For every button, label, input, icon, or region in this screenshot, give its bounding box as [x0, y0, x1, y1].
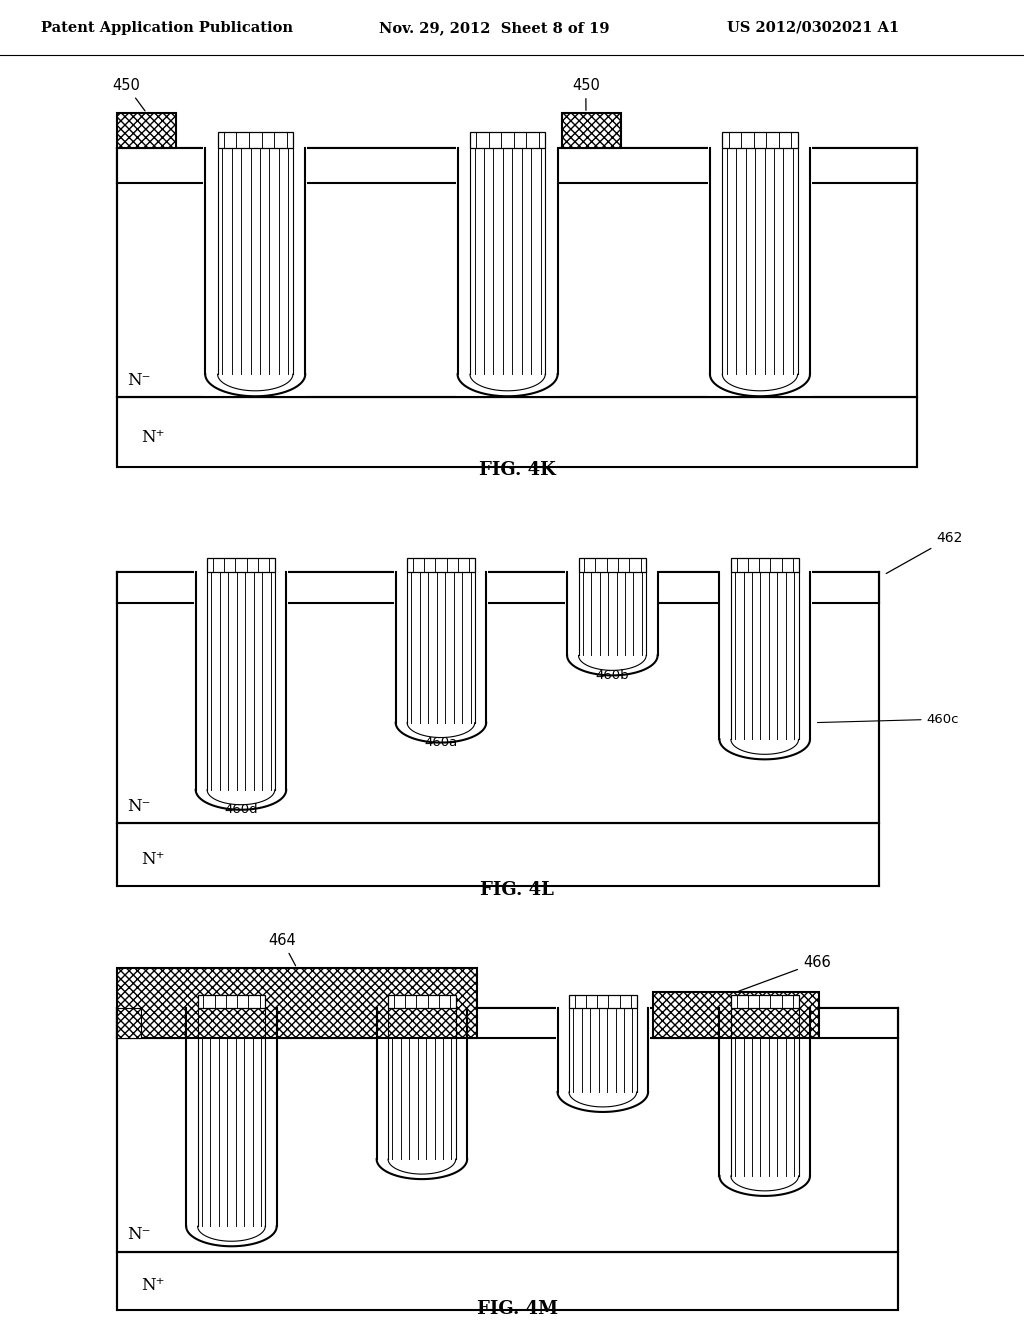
Text: N⁺: N⁺ — [141, 429, 165, 446]
Polygon shape — [186, 1226, 276, 1246]
Bar — [486, 572, 567, 603]
Bar — [731, 557, 799, 572]
Bar — [117, 572, 879, 824]
Bar — [456, 145, 559, 399]
Bar — [648, 1008, 720, 1039]
Bar — [388, 995, 456, 1008]
Text: N⁻: N⁻ — [127, 372, 151, 388]
Bar — [218, 132, 293, 148]
Text: 464: 464 — [268, 933, 296, 966]
Bar — [558, 148, 710, 183]
Polygon shape — [710, 375, 810, 396]
Bar — [286, 572, 395, 603]
Text: 460a: 460a — [424, 735, 458, 748]
Bar — [408, 557, 475, 572]
Text: N⁻: N⁻ — [127, 1226, 151, 1243]
Bar — [810, 572, 879, 603]
Bar — [194, 569, 288, 812]
Text: N⁻: N⁻ — [127, 797, 151, 814]
Text: 460d: 460d — [224, 803, 258, 816]
Polygon shape — [196, 789, 286, 809]
Bar — [117, 1251, 898, 1311]
Text: FIG. 4L: FIG. 4L — [480, 880, 554, 899]
Bar — [565, 569, 659, 677]
Bar — [204, 145, 307, 399]
Bar — [470, 132, 545, 148]
Bar — [117, 114, 176, 148]
Bar — [305, 148, 458, 183]
Bar — [562, 114, 622, 148]
Bar — [117, 1008, 186, 1039]
Bar — [207, 557, 274, 572]
Text: 450: 450 — [571, 78, 600, 111]
Polygon shape — [720, 1176, 810, 1196]
Bar — [198, 995, 265, 1008]
Bar — [718, 1006, 812, 1199]
Text: 460b: 460b — [596, 668, 629, 681]
Polygon shape — [567, 656, 657, 676]
Text: 466: 466 — [738, 954, 830, 991]
Text: 450: 450 — [113, 78, 145, 111]
Bar — [117, 1008, 898, 1251]
Bar — [731, 995, 799, 1008]
Text: FIG. 4K: FIG. 4K — [479, 461, 555, 479]
Text: 462: 462 — [886, 531, 963, 573]
Text: N⁺: N⁺ — [141, 851, 165, 869]
Text: FIG. 4M: FIG. 4M — [476, 1300, 558, 1319]
Bar — [184, 1006, 279, 1249]
Bar — [569, 995, 637, 1008]
Text: Nov. 29, 2012  Sheet 8 of 19: Nov. 29, 2012 Sheet 8 of 19 — [379, 21, 609, 34]
Bar — [375, 1006, 469, 1181]
Bar — [556, 1006, 650, 1114]
Polygon shape — [205, 375, 305, 396]
Bar — [117, 1008, 141, 1039]
Bar — [117, 572, 196, 603]
Polygon shape — [458, 375, 558, 396]
Text: N⁺: N⁺ — [141, 1276, 165, 1294]
Bar — [117, 148, 205, 183]
Bar — [657, 572, 720, 603]
Bar — [718, 569, 812, 762]
Bar — [708, 145, 812, 399]
Text: US 2012/0302021 A1: US 2012/0302021 A1 — [727, 21, 899, 34]
Bar — [276, 1008, 377, 1039]
Bar — [722, 132, 798, 148]
Text: 460c: 460c — [817, 713, 959, 726]
Text: Patent Application Publication: Patent Application Publication — [41, 21, 293, 34]
Bar — [467, 1008, 558, 1039]
Bar — [117, 148, 918, 397]
Bar — [579, 557, 646, 572]
Bar — [117, 397, 918, 466]
Polygon shape — [377, 1159, 467, 1179]
Bar — [653, 993, 819, 1039]
Polygon shape — [720, 739, 810, 759]
Bar — [394, 569, 488, 744]
Polygon shape — [395, 722, 486, 743]
Bar — [117, 968, 476, 1039]
Polygon shape — [558, 1092, 648, 1111]
Bar — [117, 824, 879, 886]
Bar — [810, 1008, 898, 1039]
Bar — [810, 148, 918, 183]
